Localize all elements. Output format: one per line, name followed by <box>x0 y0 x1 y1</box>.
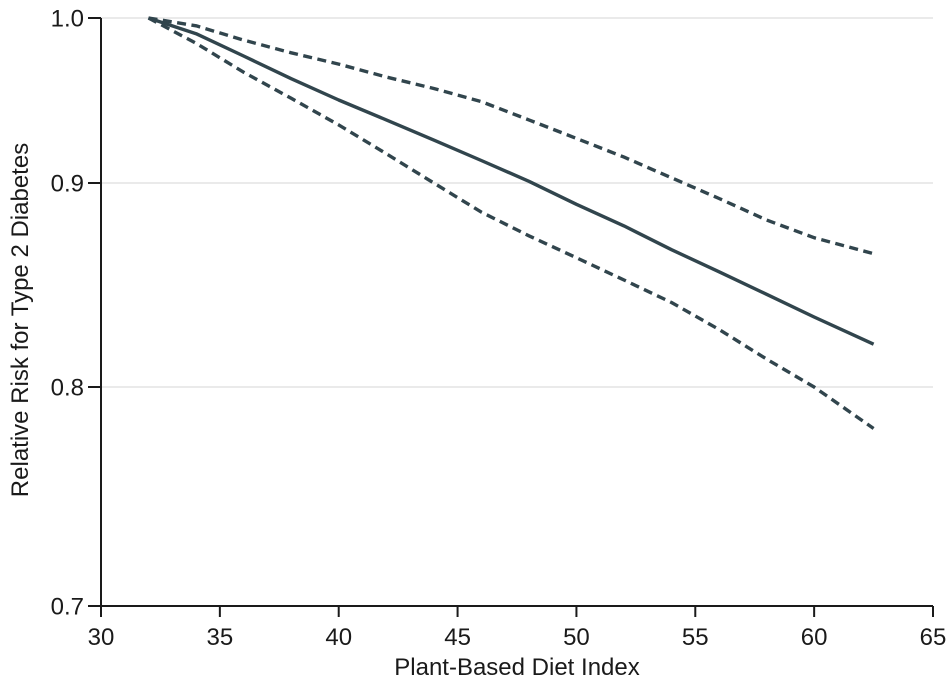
x-tick-label: 65 <box>920 624 947 651</box>
x-tick-label: 60 <box>801 624 828 651</box>
y-tick-label: 0.8 <box>51 375 84 402</box>
x-axis-title: Plant-Based Diet Index <box>394 654 640 681</box>
ci-upper-curve <box>148 16 875 256</box>
risk-curve <box>147 16 875 346</box>
x-tick-label: 35 <box>207 624 234 651</box>
y-tick-label: 0.7 <box>51 594 84 621</box>
y-tick-label: 0.9 <box>51 171 84 198</box>
y-tick-label: 1.0 <box>51 6 84 33</box>
x-tick-label: 50 <box>563 624 590 651</box>
x-tick-label: 55 <box>682 624 709 651</box>
ci-lower-curve <box>147 16 875 430</box>
x-tick-label: 30 <box>88 624 115 651</box>
x-tick-label: 45 <box>444 624 471 651</box>
x-tick-label: 40 <box>325 624 352 651</box>
y-axis-title: Relative Risk for Type 2 Diabetes <box>7 142 34 498</box>
